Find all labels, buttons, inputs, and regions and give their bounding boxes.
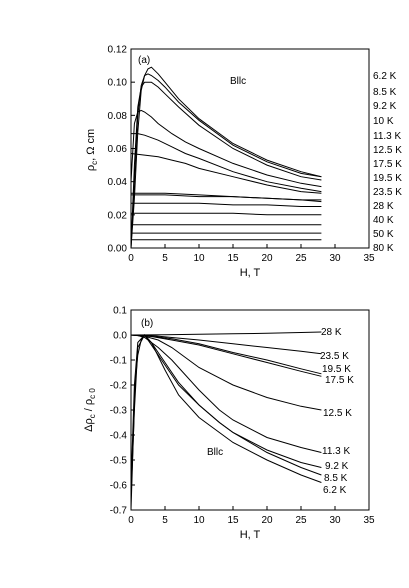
annotation-b: Bllc xyxy=(207,447,223,458)
y-tick-label-b: 0.1 xyxy=(113,306,127,317)
y-axis-title-a-rest: , Ω cm xyxy=(85,129,97,161)
y-axis-title-b-sub2: c 0 xyxy=(88,388,97,399)
series-labels-a: 6.2 K 8.5 K 9.2 K 10 K 11.3 K 12.5 K 17.5 K 19.… xyxy=(373,71,402,254)
x-tick-label-b: 15 xyxy=(227,515,239,526)
x-axis-title-a: H, T xyxy=(240,267,261,279)
y-tick-label-a: 0.00 xyxy=(108,244,128,255)
x-tick-label-b: 20 xyxy=(261,515,273,526)
x-tick-label-b: 25 xyxy=(295,515,307,526)
series-line-b xyxy=(130,334,322,453)
series-line-a xyxy=(131,194,322,201)
series-label-a: 23.5 K xyxy=(373,187,402,198)
series-label-a: 17.5 K xyxy=(373,159,402,170)
series-label-b: 28 K xyxy=(321,327,342,338)
series-label-a: 6.2 K xyxy=(373,71,397,82)
y-axis-title-a: ρc, Ω cm xyxy=(85,129,99,171)
y-tick-label-a: 0.02 xyxy=(108,210,128,221)
annotation-a: Bllc xyxy=(230,76,246,87)
series-line-a xyxy=(131,212,322,216)
curves-b xyxy=(130,331,322,511)
chart-panel-a: 0 5 10 15 20 25 30 35 0.00 0.02 0.04 0.06 0.08 0.10 0… xyxy=(85,45,402,280)
series-label-a: 80 K xyxy=(373,243,394,254)
series-label-a: 28 K xyxy=(373,201,394,212)
series-label-a: 40 K xyxy=(373,215,394,226)
y-tick-label-b: -0.1 xyxy=(110,356,128,367)
series-label-a: 8.5 K xyxy=(373,87,397,98)
x-tick-label-b: 5 xyxy=(162,515,168,526)
series-line-a xyxy=(131,202,322,207)
svg-text:Δρc / ρc 0: Δρc / ρc 0 xyxy=(83,388,97,432)
series-line-a xyxy=(130,81,322,249)
series-label-a: 12.5 K xyxy=(373,145,402,156)
series-line-b xyxy=(130,334,322,411)
y-tick-label-b: -0.5 xyxy=(110,456,128,467)
series-line-a xyxy=(130,66,322,249)
y-tick-label-a: 0.04 xyxy=(108,177,128,188)
series-line-b xyxy=(130,334,322,355)
series-label-b: 8.5 K xyxy=(324,473,348,484)
series-label-a: 9.2 K xyxy=(373,101,397,112)
y-tick-label-a: 0.06 xyxy=(108,144,128,155)
series-label-b: 12.5 K xyxy=(323,408,352,419)
series-line-b xyxy=(130,334,322,498)
y-tick-label-b: -0.6 xyxy=(110,481,128,492)
chart-panel-b: 0 5 10 15 20 25 30 35 0.1 0.0 -0.1 -0.2 -0.3 -0.4 -0.… xyxy=(83,306,375,542)
y-tick-label-b: -0.4 xyxy=(110,431,128,442)
y-axis-title-a-main: ρ xyxy=(85,165,97,171)
series-line-a xyxy=(130,73,322,249)
x-tick-label-a: 35 xyxy=(363,253,375,264)
y-axis-title-b-rest: / ρ xyxy=(83,399,95,414)
series-label-b: 6.2 K xyxy=(323,485,347,496)
y-axis-title-b: Δρc / ρc 0 xyxy=(83,388,97,432)
series-line-a xyxy=(130,153,322,194)
series-labels-b: 28 K 23.5 K 19.5 K17.5 K 12.5 K 11.3 K 9.2 K8… xyxy=(320,327,354,496)
x-tick-label-b: 10 xyxy=(193,515,205,526)
x-ticks-a: 0 5 10 15 20 25 30 35 xyxy=(128,244,375,264)
curves-a xyxy=(130,66,322,249)
series-line-b xyxy=(130,334,322,377)
x-tick-label-a: 20 xyxy=(261,253,273,264)
y-axis-title-a-sub: c xyxy=(90,161,99,165)
series-label-a: 10 K xyxy=(373,116,394,127)
x-tick-label-a: 25 xyxy=(295,253,307,264)
series-label-b: 17.5 K xyxy=(325,375,354,386)
series-line-b xyxy=(130,331,322,336)
panel-letter-b: (b) xyxy=(141,318,153,329)
x-tick-label-b: 30 xyxy=(329,515,341,526)
y-tick-label-a: 0.10 xyxy=(108,78,128,89)
x-tick-label-a: 0 xyxy=(128,253,134,264)
series-label-b: 23.5 K xyxy=(320,351,349,362)
x-ticks-b: 0 5 10 15 20 25 30 35 xyxy=(128,506,375,526)
x-tick-label-a: 10 xyxy=(193,253,205,264)
series-label-a: 50 K xyxy=(373,229,394,240)
series-label-b: 19.5 K xyxy=(322,364,351,375)
series-label-b: 9.2 K xyxy=(325,461,349,472)
series-line-a xyxy=(130,109,322,188)
y-tick-label-a: 0.08 xyxy=(108,111,128,122)
x-tick-label-a: 30 xyxy=(329,253,341,264)
x-axis-title-b: H, T xyxy=(240,529,261,541)
y-tick-label-b: -0.7 xyxy=(110,506,128,517)
series-line-b xyxy=(130,334,322,511)
panel-letter-a: (a) xyxy=(138,55,150,66)
series-label-b: 11.3 K xyxy=(322,446,350,457)
x-tick-label-b: 0 xyxy=(128,515,134,526)
y-tick-label-b: -0.2 xyxy=(110,381,128,392)
series-line-b xyxy=(130,334,322,486)
x-tick-label-a: 15 xyxy=(227,253,239,264)
y-tick-label-b: -0.3 xyxy=(110,406,128,417)
y-axis-title-b-main: Δρ xyxy=(83,418,95,432)
plot-frame-a xyxy=(130,48,370,249)
plot-frame-b xyxy=(130,309,370,511)
y-tick-label-a: 0.12 xyxy=(108,45,128,56)
y-tick-label-b: 0.0 xyxy=(113,331,127,342)
x-tick-label-a: 5 xyxy=(162,253,168,264)
svg-text:ρc, Ω cm: ρc, Ω cm xyxy=(85,129,99,171)
series-label-a: 19.5 K xyxy=(373,173,402,184)
series-label-a: 11.3 K xyxy=(373,131,401,142)
x-tick-label-b: 35 xyxy=(363,515,375,526)
series-line-a xyxy=(131,133,322,193)
y-axis-title-b-sub: c xyxy=(88,414,97,418)
